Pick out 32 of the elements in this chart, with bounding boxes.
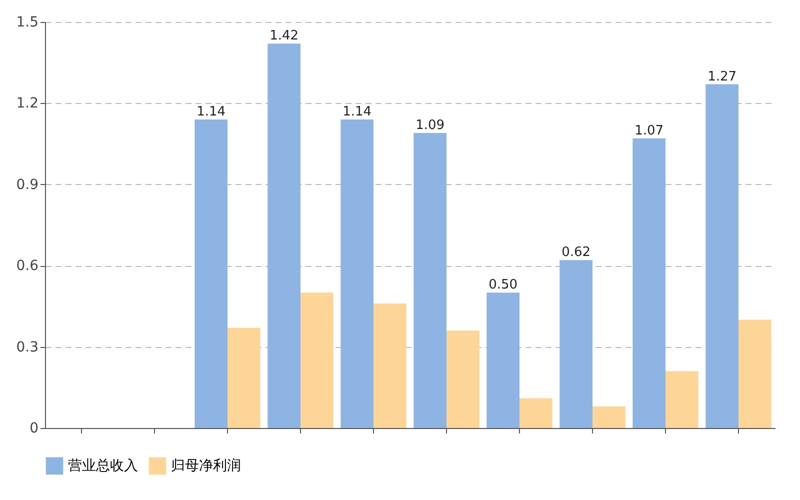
y-tick-label: 0 [30, 420, 38, 436]
y-tick-label: 0.9 [16, 176, 38, 193]
bar [738, 320, 772, 428]
bar [592, 406, 626, 428]
data-label: 1.07 [634, 123, 664, 138]
bar [446, 330, 480, 428]
data-label: 1.14 [196, 104, 226, 120]
data-label: 1.09 [416, 118, 445, 133]
y-tick-label: 0.3 [16, 339, 38, 356]
legend-label: 归母净利润 [171, 458, 241, 474]
bar [374, 303, 406, 428]
bar [666, 371, 698, 428]
y-tick-label: 0.6 [16, 258, 39, 274]
data-label: 1.14 [342, 104, 372, 120]
data-label: 1.42 [270, 28, 299, 44]
data-label: 0.50 [488, 278, 518, 293]
bar [632, 138, 666, 428]
bar [560, 260, 592, 428]
bar [486, 292, 520, 428]
bar [300, 292, 334, 428]
bar [340, 119, 374, 428]
bar [520, 398, 552, 428]
data-label: 1.27 [708, 69, 737, 84]
y-tick-label: 1.5 [16, 14, 38, 30]
data-label: 0.62 [562, 245, 591, 260]
bar [268, 44, 300, 428]
y-tick-label: 1.2 [16, 96, 38, 112]
bar [414, 132, 446, 428]
bar [194, 119, 228, 428]
bar [706, 84, 738, 428]
bar [228, 328, 260, 428]
legend-label: 营业总收入 [68, 458, 138, 474]
